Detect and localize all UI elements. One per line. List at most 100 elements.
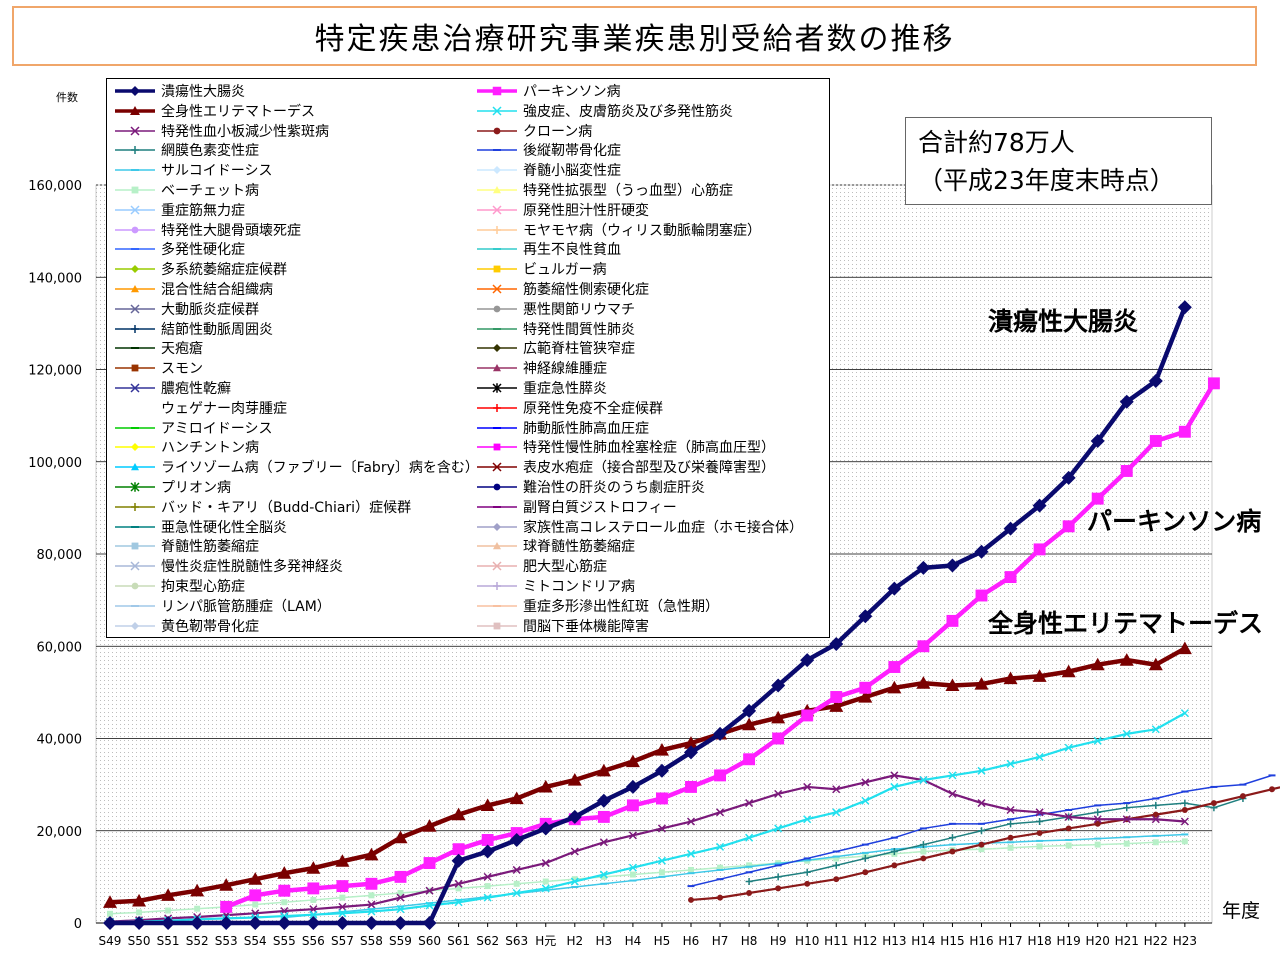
legend-label: 再生不良性貧血 xyxy=(523,242,621,259)
data-point xyxy=(480,798,495,811)
legend-item: 特発性血小板減少性紫斑病 xyxy=(113,121,329,141)
legend-item: 混合性結合組織病 xyxy=(113,279,273,299)
data-point xyxy=(829,699,844,712)
legend-item: 慢性炎症性脱髄性多発神経炎 xyxy=(113,556,343,576)
legend-item: モヤモヤ病（ウィリス動脈輪閉塞症） xyxy=(475,220,761,240)
legend-item: 間脳下垂体機能障害 xyxy=(475,616,649,636)
legend-swatch xyxy=(115,561,155,571)
series-後縦靭帯骨化症 xyxy=(687,774,1276,888)
data-point xyxy=(745,833,754,842)
x-tick-label: S60 xyxy=(418,934,441,948)
legend-swatch xyxy=(477,344,517,353)
data-point xyxy=(1065,825,1072,832)
data-point xyxy=(1177,300,1192,315)
legend-label: 亜急性硬化性全脳炎 xyxy=(161,519,287,536)
data-point xyxy=(165,907,172,914)
legend-swatch xyxy=(115,324,155,333)
data-point xyxy=(1094,841,1101,848)
legend-item: ライソゾーム病（ファブリー〔Fabry〕病を含む） xyxy=(113,457,479,477)
legend-label: バッド・キアリ（Budd-Chiari）症候群 xyxy=(161,499,412,516)
data-point xyxy=(917,640,930,653)
legend-label: 大動脈炎症候群 xyxy=(161,301,259,318)
legend-swatch xyxy=(115,502,155,511)
legend-swatch xyxy=(115,186,155,194)
data-point xyxy=(1091,492,1104,505)
legend-label: 特発性慢性肺血栓塞栓症（肺高血圧型） xyxy=(523,440,775,457)
legend-marker xyxy=(492,106,502,116)
data-point xyxy=(629,871,636,878)
data-point xyxy=(746,890,753,896)
legend-item: ベーチェット病 xyxy=(113,180,259,200)
data-point xyxy=(103,916,117,930)
x-tick-label: S63 xyxy=(505,934,528,948)
legend-item: 原発性胆汁性肝硬変 xyxy=(475,200,649,220)
data-point xyxy=(1033,543,1046,556)
data-point xyxy=(1032,498,1047,513)
legend-marker xyxy=(131,463,139,471)
data-point xyxy=(861,778,870,787)
legend-swatch xyxy=(477,604,517,607)
legend-label: ベーチェット病 xyxy=(161,183,259,199)
data-point xyxy=(684,745,698,760)
legend-marker xyxy=(492,205,502,215)
legend-item: 脊髄性筋萎縮症 xyxy=(113,536,259,556)
data-point xyxy=(596,763,611,777)
data-point xyxy=(219,916,234,930)
legend-marker xyxy=(493,166,501,175)
data-point xyxy=(1003,521,1018,536)
data-point xyxy=(801,709,814,722)
data-point xyxy=(948,834,956,842)
data-point xyxy=(278,884,291,897)
data-point xyxy=(658,869,665,876)
series-line xyxy=(690,786,1280,902)
data-point xyxy=(1180,817,1189,826)
x-tick-label: S51 xyxy=(157,934,180,948)
data-point xyxy=(916,676,931,689)
x-tick-label: H11 xyxy=(824,934,848,948)
legend-swatch xyxy=(115,347,155,350)
data-point xyxy=(452,843,465,856)
data-point xyxy=(1120,465,1133,477)
x-tick-label: S57 xyxy=(331,934,354,948)
data-point xyxy=(1151,815,1160,824)
data-point xyxy=(570,847,579,856)
legend-swatch xyxy=(477,127,517,134)
legend-label: 網膜色素変性症 xyxy=(161,143,259,160)
legend-marker xyxy=(493,483,501,491)
x-tick-label: H22 xyxy=(1144,934,1168,948)
data-point xyxy=(365,877,378,890)
data-point xyxy=(1149,435,1162,447)
legend-item: サルコイドーシス xyxy=(113,160,272,180)
data-point xyxy=(538,779,553,793)
data-point xyxy=(309,910,318,919)
legend-label: 特発性拡張型（うっ血型）心筋症 xyxy=(523,183,733,199)
legend-swatch xyxy=(115,205,155,215)
data-point xyxy=(397,890,404,896)
legend-item: 潰瘍性大腸炎 xyxy=(113,81,245,101)
data-point xyxy=(688,896,694,903)
data-point xyxy=(483,872,492,881)
legend-label: リンパ脈管筋腫症（LAM） xyxy=(161,598,331,615)
data-point xyxy=(512,888,521,898)
x-tick-label: H元 xyxy=(535,934,556,948)
series-クローン病 xyxy=(688,786,1280,903)
data-point xyxy=(1094,808,1102,816)
legend-label: 重症急性膵炎 xyxy=(523,381,607,397)
data-point xyxy=(974,544,989,559)
data-point xyxy=(716,842,725,851)
data-point xyxy=(367,900,376,909)
y-tick-label: 20,000 xyxy=(37,825,83,840)
legend-swatch xyxy=(115,226,155,233)
legend-item: ビュルガー病 xyxy=(475,259,607,279)
data-point xyxy=(281,899,288,906)
data-point xyxy=(422,819,437,832)
data-point xyxy=(626,799,639,812)
data-point xyxy=(1181,807,1188,813)
data-point xyxy=(567,773,582,786)
data-point xyxy=(364,916,379,930)
legend-item: 家族性高コレステロール血症（ホモ接合体） xyxy=(475,517,803,537)
y-tick-label: 40,000 xyxy=(37,733,83,748)
data-point xyxy=(161,916,176,930)
legend-item: 筋萎縮性側索硬化症 xyxy=(475,279,649,299)
data-point xyxy=(717,894,724,901)
